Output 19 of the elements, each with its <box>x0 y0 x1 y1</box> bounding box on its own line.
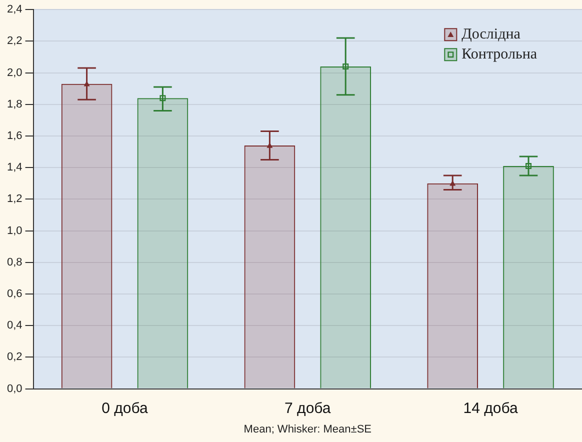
y-tick-label: 0,2 <box>6 351 22 364</box>
x-tick-label: 7 доба <box>284 400 332 417</box>
y-tick-label: 0,4 <box>6 320 22 332</box>
y-tick-label: 0,6 <box>6 288 22 300</box>
x-axis-title: Mean; Whisker: Mean±SE <box>244 423 372 436</box>
y-tick-label: 2,0 <box>6 66 22 79</box>
x-tick-label: 0 доба <box>102 400 148 417</box>
y-tick-label: 1,4 <box>6 162 22 174</box>
legend-label: Контрольна <box>462 46 538 63</box>
y-tick-label: 1,6 <box>6 130 22 142</box>
y-tick-label: 2,4 <box>6 4 22 16</box>
x-tick-label: 14 доба <box>463 400 518 417</box>
y-tick-label: 0,8 <box>6 256 22 268</box>
y-tick-label: 0,0 <box>6 382 22 395</box>
y-tick-label: 1,2 <box>6 193 22 206</box>
y-tick-label: 1,8 <box>6 98 22 110</box>
y-tick-label: 2,2 <box>6 35 22 48</box>
legend-label: Дослідна <box>462 26 521 43</box>
y-tick-label: 1,0 <box>6 224 22 237</box>
